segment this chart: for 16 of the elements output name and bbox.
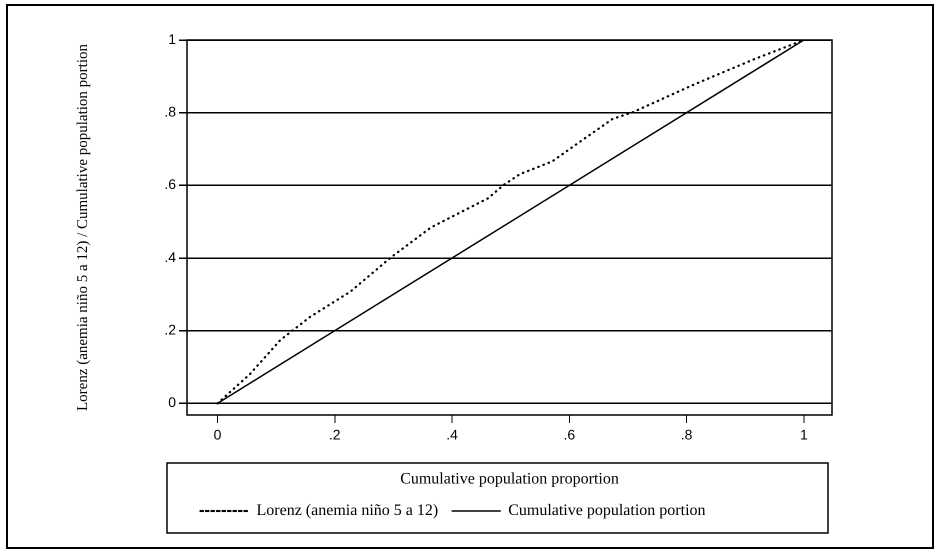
x-tick-label: 1 (800, 426, 808, 442)
y-tick-label: .6 (164, 176, 176, 192)
y-tick-label: .4 (164, 248, 176, 265)
legend-label: Lorenz (anemia niño 5 a 12) (256, 502, 438, 520)
y-tick-label: .2 (164, 322, 176, 338)
y-tick-label: 0 (168, 394, 176, 410)
y-tick-label: .8 (164, 104, 176, 120)
x-tick-label: .8 (680, 426, 693, 442)
x-tick-label: .6 (563, 426, 576, 442)
x-tick-label: .2 (328, 426, 341, 442)
y-tick-label: 1 (168, 30, 176, 47)
legend-label: Cumulative population portion (508, 502, 706, 520)
x-axis-title: Cumulative population proportion (400, 470, 619, 488)
y-axis-title: Lorenz (anemia niño 5 a 12) / Cumulative population portion (74, 44, 91, 411)
x-tick-label: .4 (446, 426, 458, 442)
x-tick-label: 0 (214, 426, 222, 442)
